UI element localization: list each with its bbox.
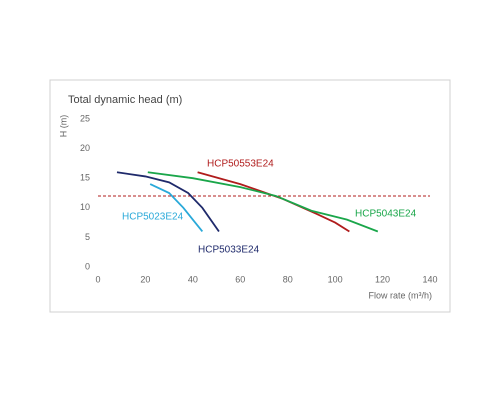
series-line — [149, 183, 204, 233]
x-tick-label: 20 — [140, 274, 150, 284]
x-tick-label: 120 — [375, 274, 390, 284]
series-label: HCP5023E24 — [122, 212, 184, 223]
series-line — [147, 171, 379, 233]
x-tick-label: 100 — [328, 274, 343, 284]
chart-title: Total dynamic head (m) — [68, 94, 182, 106]
x-tick-label: 60 — [235, 274, 245, 284]
series-label: HCP50553E24 — [207, 159, 274, 170]
y-tick-label: 10 — [80, 202, 90, 212]
x-axis-label: Flow rate (m³/h) — [368, 290, 432, 300]
x-tick-label: 80 — [283, 274, 293, 284]
y-tick-label: 20 — [80, 143, 90, 153]
y-tick-label: 15 — [80, 173, 90, 183]
y-tick-label: 5 — [85, 232, 90, 242]
series-line — [116, 171, 220, 232]
x-tick-label: 140 — [422, 274, 437, 284]
series-label: HCP5033E24 — [198, 245, 260, 256]
y-tick-label: 0 — [85, 261, 90, 271]
x-tick-label: 0 — [95, 274, 100, 284]
series-label: HCP5043E24 — [355, 209, 417, 220]
x-tick-label: 40 — [188, 274, 198, 284]
y-tick-label: 25 — [80, 113, 90, 123]
y-axis-label: H (m) — [58, 115, 68, 138]
